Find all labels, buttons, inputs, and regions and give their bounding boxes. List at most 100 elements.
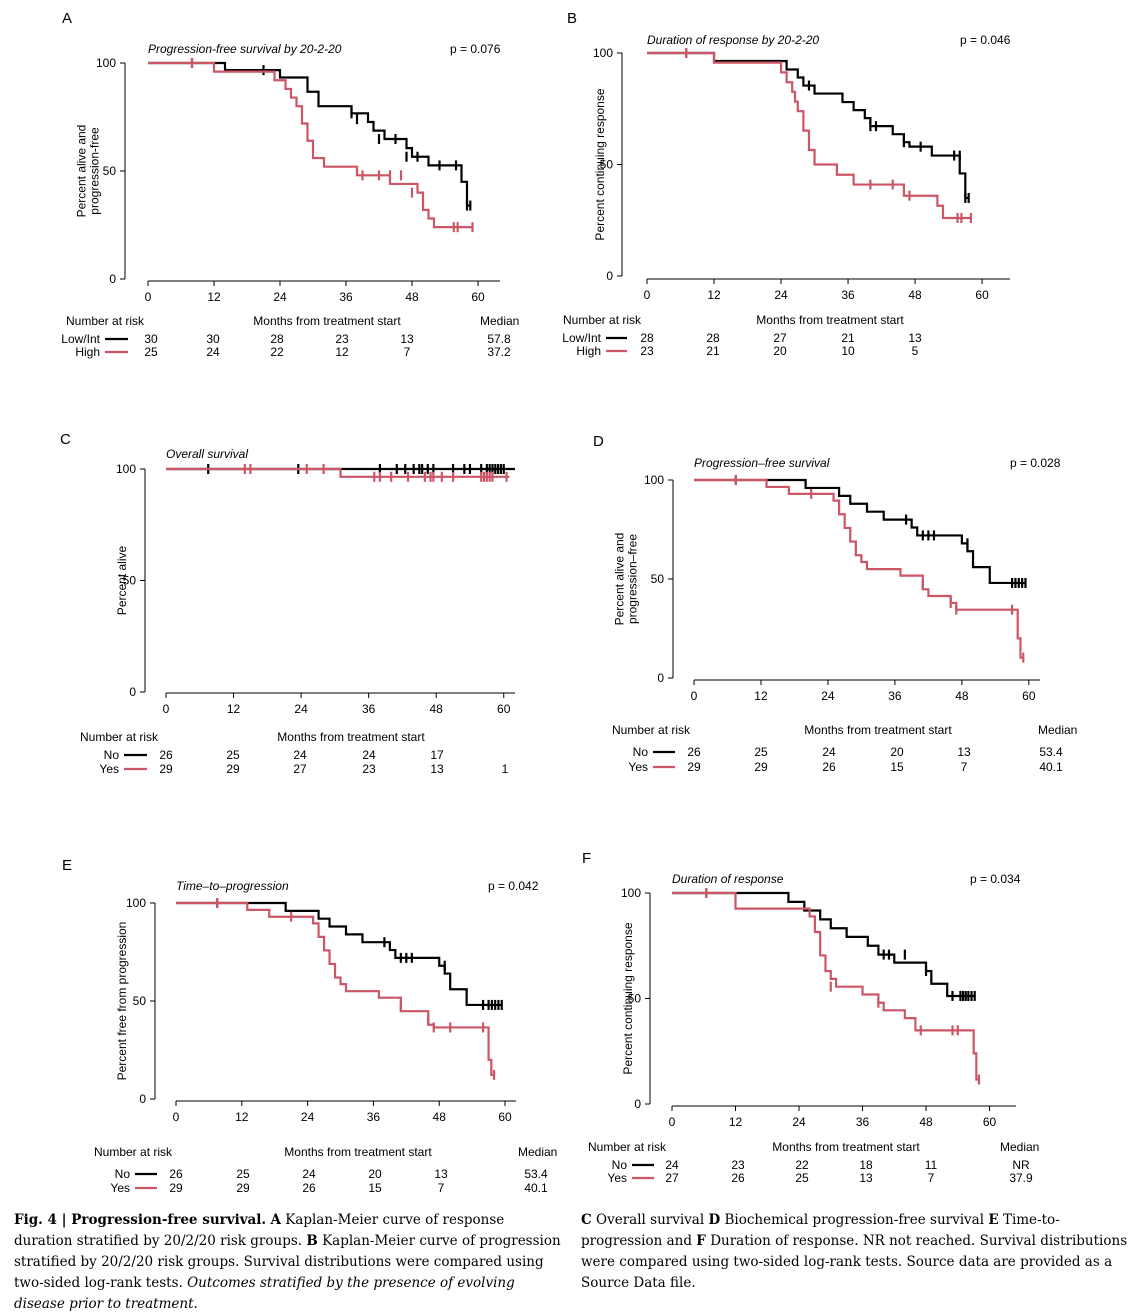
- risk-count: 20: [890, 745, 904, 759]
- risk-count: 27: [773, 331, 787, 345]
- x-tick-label: 0: [145, 290, 152, 304]
- x-axis-label: Months from treatment start: [253, 314, 401, 328]
- risk-count: 24: [822, 745, 836, 759]
- risk-row-label: Yes: [99, 762, 119, 776]
- risk-count: 23: [362, 762, 376, 776]
- risk-count: 7: [961, 760, 968, 774]
- median-header: Median: [518, 1145, 557, 1159]
- y-axis-label: Percent alive: [115, 545, 129, 615]
- risk-count: 27: [665, 1171, 679, 1185]
- y-tick-label: 0: [606, 269, 613, 283]
- risk-row-label: Yes: [110, 1181, 130, 1195]
- x-tick-label: 24: [301, 1110, 315, 1124]
- km-plot-a: 0 50 100 0 12 24 36 48 60 Percent alive and progre…: [61, 42, 519, 359]
- plot-subtitle: Duration of response: [672, 872, 784, 886]
- y-tick-label: 0: [634, 1097, 641, 1111]
- median-value: 53.4: [524, 1167, 548, 1181]
- y-tick-label: 50: [600, 158, 614, 172]
- risk-row-label: Yes: [607, 1171, 627, 1185]
- risk-count: 13: [859, 1171, 873, 1185]
- median-header: Median: [1000, 1140, 1039, 1154]
- risk-count: 28: [270, 332, 284, 346]
- risk-count: 29: [169, 1181, 183, 1195]
- x-tick-label: 48: [919, 1115, 933, 1129]
- risk-row-label: No: [104, 748, 120, 762]
- x-tick-label: 24: [821, 689, 835, 703]
- risk-count: 24: [302, 1167, 316, 1181]
- km-plot-d: 0 50 100 0 12 24 36 48 60 Percent alive and progre…: [612, 456, 1077, 774]
- x-tick-label: 12: [235, 1110, 249, 1124]
- risk-count: 10: [841, 344, 855, 358]
- x-tick-label: 0: [691, 689, 698, 703]
- risk-count: 25: [795, 1171, 809, 1185]
- survival-curve-high: [148, 61, 473, 229]
- risk-count: 30: [144, 332, 158, 346]
- y-tick-label: 50: [133, 994, 147, 1008]
- y-axis-label: Percent free from progression: [115, 922, 129, 1081]
- risk-count: 26: [687, 745, 701, 759]
- y-axis-label: progression–free: [626, 534, 640, 624]
- risk-table-header: Number at risk: [94, 1145, 173, 1159]
- x-axis-label: Months from treatment start: [772, 1140, 920, 1154]
- risk-count: 7: [928, 1171, 935, 1185]
- risk-count: 7: [438, 1181, 445, 1195]
- y-axis-label: Percent continuing response: [621, 922, 635, 1074]
- caption-f-label: F: [696, 1233, 706, 1249]
- x-tick-label: 48: [908, 288, 922, 302]
- risk-count: 11: [925, 1158, 938, 1172]
- survival-curve-lowint: [148, 61, 471, 207]
- caption-e-label: E: [988, 1212, 999, 1228]
- p-value: p = 0.034: [970, 872, 1021, 886]
- median-header: Median: [1038, 723, 1077, 737]
- x-tick-label: 0: [644, 288, 651, 302]
- y-axis-label: progression-free: [88, 127, 102, 215]
- median-value: 40.1: [1039, 760, 1063, 774]
- risk-row-label: High: [75, 345, 100, 359]
- y-tick-label: 100: [96, 56, 116, 70]
- risk-table-header: Number at risk: [612, 723, 691, 737]
- risk-count: 28: [706, 331, 720, 345]
- risk-row-label: High: [576, 344, 601, 358]
- x-tick-label: 12: [754, 689, 768, 703]
- risk-count: 29: [687, 760, 701, 774]
- x-tick-label: 24: [294, 702, 308, 716]
- x-tick-label: 12: [729, 1115, 743, 1129]
- risk-count: 23: [640, 344, 654, 358]
- risk-count: 25: [226, 748, 240, 762]
- panel-label-d: D: [593, 433, 604, 450]
- median-value: 40.1: [524, 1181, 548, 1195]
- x-tick-label: 12: [207, 290, 221, 304]
- p-value: p = 0.028: [1010, 456, 1061, 470]
- km-plot-f: 0 50 100 0 12 24 36 48 60 Percent continuing resp…: [588, 872, 1039, 1185]
- x-axis-label: Months from treatment start: [284, 1145, 432, 1159]
- x-tick-label: 12: [707, 288, 721, 302]
- x-tick-label: 24: [273, 290, 287, 304]
- plot-subtitle: Duration of response by 20-2-20: [647, 33, 819, 47]
- risk-count: 29: [236, 1181, 250, 1195]
- y-tick-label: 0: [657, 671, 664, 685]
- risk-table-header: Number at risk: [563, 313, 642, 327]
- caption-c-label: C: [581, 1212, 592, 1228]
- x-tick-label: 60: [983, 1115, 997, 1129]
- survival-curve-lowint: [647, 51, 969, 200]
- risk-count: 1: [502, 762, 509, 776]
- y-tick-label: 100: [621, 886, 641, 900]
- risk-count: 25: [236, 1167, 250, 1181]
- x-tick-label: 48: [405, 290, 419, 304]
- x-axis-label: Months from treatment start: [804, 723, 952, 737]
- caption-a-text: Kaplan-Meier curve of response duration …: [14, 1212, 505, 1249]
- x-tick-label: 60: [497, 702, 511, 716]
- risk-count: 26: [169, 1167, 183, 1181]
- y-tick-label: 100: [116, 462, 136, 476]
- risk-row-label: Low/Int: [562, 331, 601, 345]
- risk-count: 7: [404, 345, 411, 359]
- risk-count: 28: [640, 331, 654, 345]
- risk-count: 29: [226, 762, 240, 776]
- risk-count: 27: [293, 762, 307, 776]
- x-tick-label: 36: [367, 1110, 381, 1124]
- x-tick-label: 48: [955, 689, 969, 703]
- risk-count: 22: [270, 345, 284, 359]
- risk-count: 13: [430, 762, 444, 776]
- caption-b-text: Kaplan-Meier curve of progression strati…: [14, 1233, 561, 1291]
- survival-curve-no: [672, 891, 975, 998]
